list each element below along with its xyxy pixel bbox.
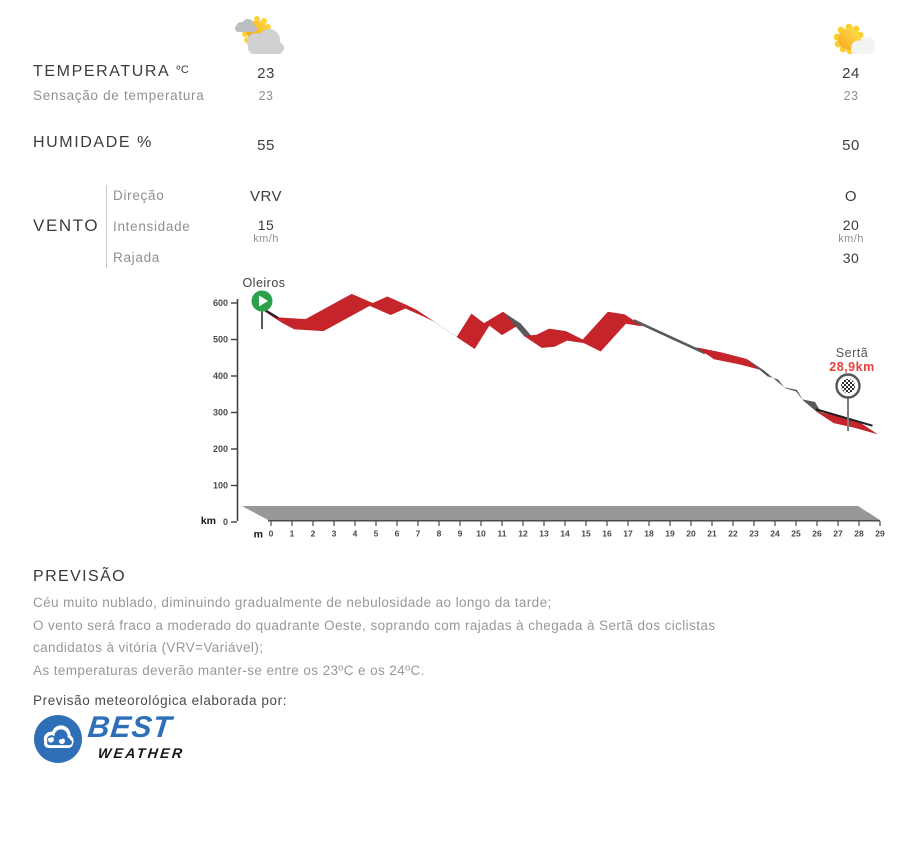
svg-text:100: 100 [213, 481, 228, 491]
svg-text:19: 19 [665, 529, 675, 539]
svg-text:18: 18 [644, 529, 654, 539]
feels-like-value-col1: 23 [258, 89, 274, 103]
finish-distance-label: 28,9km [829, 360, 874, 374]
svg-text:20: 20 [686, 529, 696, 539]
sun-with-small-cloud-icon [833, 23, 875, 55]
y-axis: 0 100 200 300 400 500 600 km [201, 298, 239, 527]
finish-label: Sertã [836, 346, 868, 360]
temperature-value-col2: 24 [842, 65, 860, 82]
svg-text:13: 13 [539, 529, 549, 539]
brand-name-weather: WEATHER [97, 745, 186, 761]
svg-text:5: 5 [374, 529, 379, 539]
checkered-flag-icon [841, 379, 855, 393]
wind-intensity-label: Intensidade [113, 219, 191, 234]
forecast-text: Céu muito nublado, diminuindo gradualmen… [33, 595, 716, 678]
svg-text:29: 29 [875, 529, 885, 539]
svg-text:25: 25 [791, 529, 801, 539]
feels-like-label: Sensação de temperatura [33, 88, 205, 103]
svg-text:0: 0 [223, 517, 228, 527]
forecast-title: PREVISÃO [33, 568, 127, 585]
svg-text:27: 27 [833, 529, 843, 539]
best-weather-logo-icon [34, 715, 82, 763]
svg-text:11: 11 [498, 529, 507, 539]
wind-direction-value-col2: O [844, 188, 858, 205]
wind-direction-value-col1: VRV [249, 188, 283, 205]
svg-text:500: 500 [213, 335, 228, 345]
profile-segment-descent [633, 319, 706, 355]
svg-text:15: 15 [581, 529, 591, 539]
svg-text:14: 14 [560, 529, 570, 539]
feels-like-value-col2: 23 [843, 89, 859, 103]
wind-speed-value-col1: 15 [257, 217, 275, 233]
profile-edge-line [815, 408, 873, 427]
chart-base-plane [242, 506, 880, 520]
svg-text:8: 8 [437, 529, 442, 539]
svg-text:1: 1 [290, 529, 295, 539]
svg-text:21: 21 [707, 529, 717, 539]
svg-text:4: 4 [353, 529, 358, 539]
temperature-label: TEMPERATURA ºC [33, 63, 190, 80]
svg-text:9: 9 [458, 529, 463, 539]
svg-text:24: 24 [770, 529, 780, 539]
svg-text:16: 16 [602, 529, 612, 539]
brand-name-best: BEST [86, 711, 174, 744]
svg-text:23: 23 [749, 529, 759, 539]
wind-gust-label: Rajada [113, 250, 160, 265]
svg-text:0: 0 [269, 529, 274, 539]
start-label: Oleiros [242, 276, 285, 290]
profile-segment-climb [696, 347, 765, 371]
svg-text:3: 3 [332, 529, 337, 539]
wind-speed-unit-col1: km/h [253, 233, 279, 245]
svg-text:200: 200 [213, 444, 228, 454]
profile-segment-climb [523, 311, 643, 352]
svg-text:km: km [201, 515, 216, 527]
profile-segment-climb [815, 411, 878, 435]
svg-text:400: 400 [213, 371, 228, 381]
svg-text:10: 10 [476, 529, 486, 539]
profile-segment-descent [746, 358, 834, 424]
start-marker: Oleiros [242, 276, 285, 329]
profile-segment-climb [456, 311, 521, 349]
wind-gust-value-col2: 30 [842, 250, 860, 266]
wind-direction-label: Direção [113, 188, 165, 203]
svg-text:600: 600 [213, 298, 228, 308]
svg-text:m: m [254, 529, 263, 541]
humidity-value-col1: 55 [257, 137, 275, 154]
svg-text:2: 2 [311, 529, 316, 539]
svg-text:28: 28 [854, 529, 864, 539]
svg-text:6: 6 [395, 529, 400, 539]
sun-behind-clouds-icon [235, 16, 284, 54]
wind-speed-value-col2: 20 [842, 217, 860, 233]
svg-text:300: 300 [213, 408, 228, 418]
x-axis: 0 1 2 3 4 5 6 7 8 9 10 11 12 13 14 15 16 17 18 19 20 21 22 23 24… [254, 519, 885, 541]
temperature-unit-label: ºC [176, 64, 190, 76]
svg-text:12: 12 [518, 529, 528, 539]
svg-text:22: 22 [728, 529, 738, 539]
svg-text:26: 26 [812, 529, 822, 539]
svg-text:17: 17 [623, 529, 633, 539]
profile-ribbon [252, 293, 878, 435]
wind-speed-unit-col2: km/h [838, 233, 864, 245]
humidity-value-col2: 50 [842, 137, 860, 154]
svg-text:7: 7 [416, 529, 421, 539]
humidity-label: HUMIDADE % [33, 134, 154, 151]
profile-segment-climb [253, 293, 435, 332]
play-icon [259, 295, 268, 307]
credit-text: Previsão meteorológica elaborada por: [33, 693, 288, 708]
temperature-value-col1: 23 [257, 65, 275, 82]
wind-label: VENTO [33, 216, 100, 235]
wind-divider [106, 185, 107, 268]
